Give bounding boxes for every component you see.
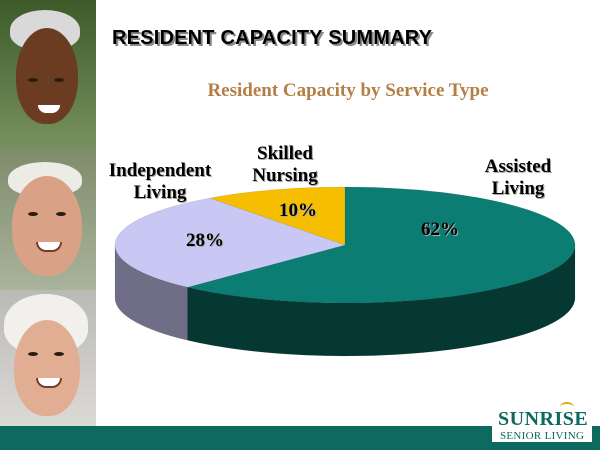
label-line: Living <box>491 178 545 199</box>
label-line: Independent <box>108 160 212 181</box>
resident-photo-2 <box>0 150 96 290</box>
pie-side-independent <box>114 244 188 341</box>
logo-brand: SUNRISE <box>498 408 589 430</box>
chart-title: Resident Capacity by Service Type <box>207 80 489 101</box>
pie-slice-independent <box>114 197 346 288</box>
resident-photo-1 <box>0 0 96 150</box>
face <box>12 176 82 276</box>
resident-photo-3 <box>0 290 96 426</box>
eye <box>54 78 64 82</box>
label-line: Living <box>133 182 187 203</box>
sunburst-icon <box>560 402 574 412</box>
logo-tagline: SENIOR LIVING <box>500 430 585 442</box>
slide-title: RESIDENT CAPACITY SUMMARY <box>112 27 433 49</box>
sunrise-logo: SUNRISE SENIOR LIVING <box>492 396 592 442</box>
data-label-skilled: 10% <box>279 200 317 221</box>
label-line: Skilled <box>257 143 313 164</box>
eye <box>54 352 64 356</box>
data-label-independent: 28% <box>186 230 224 251</box>
face <box>14 320 80 416</box>
pie-slice-assisted <box>187 186 576 304</box>
eye <box>28 78 38 82</box>
label-line: Nursing <box>252 165 318 186</box>
data-label-assisted: 62% <box>421 219 459 240</box>
eye <box>28 352 38 356</box>
pie-slice-skilled <box>208 186 346 246</box>
resident-photo-strip <box>0 0 96 426</box>
label-line: Assisted <box>484 156 552 177</box>
eye <box>28 212 38 216</box>
legend-label-independent: Independent Living <box>90 160 230 204</box>
legend-label-skilled: Skilled Nursing <box>228 143 342 187</box>
legend-label-assisted: Assisted Living <box>468 156 568 200</box>
eye <box>56 212 66 216</box>
